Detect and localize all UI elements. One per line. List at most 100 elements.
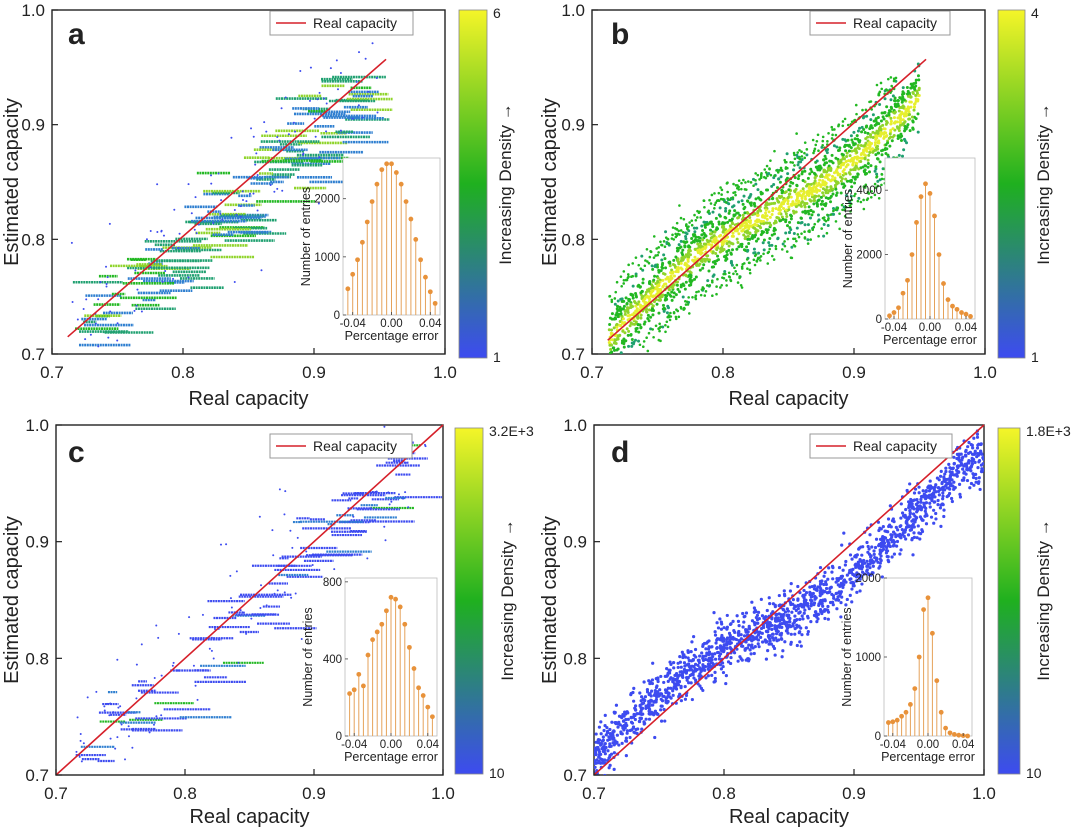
- data-point: [818, 591, 822, 595]
- data-point: [727, 202, 731, 206]
- data-point: [871, 113, 875, 117]
- data-point: [602, 749, 606, 753]
- data-point: [607, 735, 611, 739]
- data-point: [634, 355, 637, 358]
- data-point: [714, 201, 718, 204]
- data-point: [679, 245, 683, 249]
- data-point: [699, 674, 703, 678]
- data-point: [756, 188, 760, 192]
- data-point: [608, 375, 611, 378]
- data-point: [109, 702, 112, 705]
- data-point: [766, 649, 770, 653]
- data-point: [634, 309, 638, 313]
- data-point: [674, 315, 678, 319]
- data-point: [642, 680, 646, 684]
- data-point: [667, 288, 671, 292]
- data-point: [625, 327, 629, 331]
- data-point: [803, 608, 807, 612]
- data-point: [827, 566, 831, 570]
- data-point: [883, 147, 887, 151]
- data-point: [741, 625, 745, 629]
- data-point: [619, 311, 623, 315]
- data-point: [915, 536, 919, 540]
- data-point: [879, 131, 883, 135]
- data-point: [811, 591, 815, 596]
- data-point: [836, 598, 841, 602]
- data-point: [893, 121, 897, 125]
- reference-line: [67, 58, 387, 338]
- data-point: [712, 234, 716, 238]
- data-point: [860, 553, 864, 557]
- data-point: [643, 320, 647, 324]
- inset-marker: [968, 314, 973, 319]
- data-point: [888, 132, 892, 136]
- data-point: [876, 131, 880, 135]
- data-point: [621, 329, 625, 333]
- inset-marker: [908, 702, 913, 707]
- data-point: [841, 568, 845, 572]
- data-point: [641, 281, 645, 285]
- data-point: [738, 276, 741, 280]
- inset-marker: [916, 654, 922, 660]
- data-point: [672, 666, 676, 670]
- data-point: [899, 502, 903, 506]
- data-point: [802, 588, 806, 593]
- data-point: [771, 209, 775, 213]
- data-point: [825, 161, 829, 165]
- data-point: [711, 280, 714, 284]
- data-point: [631, 296, 635, 300]
- data-point: [845, 179, 849, 183]
- data-point: [772, 182, 776, 186]
- data-point: [653, 709, 657, 713]
- panel-letter: b: [611, 18, 629, 51]
- data-point: [779, 166, 783, 170]
- data-point: [728, 218, 732, 222]
- data-point: [918, 504, 922, 508]
- data-point: [876, 157, 880, 161]
- data-point: [668, 677, 672, 681]
- data-point: [716, 258, 720, 262]
- data-point: [648, 255, 652, 259]
- data-point: [738, 655, 742, 659]
- data-point: [860, 130, 864, 134]
- y-tick-label: 0.9: [563, 533, 587, 552]
- data-point: [676, 683, 681, 687]
- data-point: [823, 616, 827, 621]
- data-point: [641, 353, 643, 354]
- data-point: [657, 311, 661, 315]
- data-point: [796, 598, 800, 602]
- data-point: [596, 737, 601, 742]
- data-point: [886, 530, 890, 534]
- data-point: [657, 246, 661, 249]
- data-point: [677, 229, 681, 233]
- data-point: [699, 242, 703, 246]
- data-point: [936, 503, 940, 507]
- data-point: [626, 333, 630, 337]
- data-point: [862, 185, 866, 188]
- data-point: [889, 76, 893, 79]
- data-point: [800, 232, 803, 235]
- data-point: [729, 646, 733, 651]
- data-point: [652, 278, 656, 282]
- data-point: [732, 214, 736, 218]
- data-point: [664, 282, 668, 286]
- data-point: [733, 630, 737, 634]
- data-point: [826, 213, 829, 217]
- inset-marker: [430, 714, 435, 720]
- data-point: [230, 136, 233, 139]
- data-point: [623, 339, 627, 343]
- data-point: [739, 637, 743, 641]
- data-point: [827, 173, 831, 177]
- data-point: [112, 711, 115, 714]
- data-point: [730, 217, 734, 221]
- data-point: [743, 205, 747, 209]
- data-point: [822, 222, 826, 226]
- data-point: [624, 736, 628, 740]
- data-point: [620, 361, 623, 364]
- data-point: [629, 333, 633, 337]
- data-point: [904, 520, 908, 524]
- data-point: [597, 725, 601, 729]
- inset-marker: [945, 297, 951, 303]
- data-point: [671, 270, 675, 274]
- data-point: [217, 172, 220, 175]
